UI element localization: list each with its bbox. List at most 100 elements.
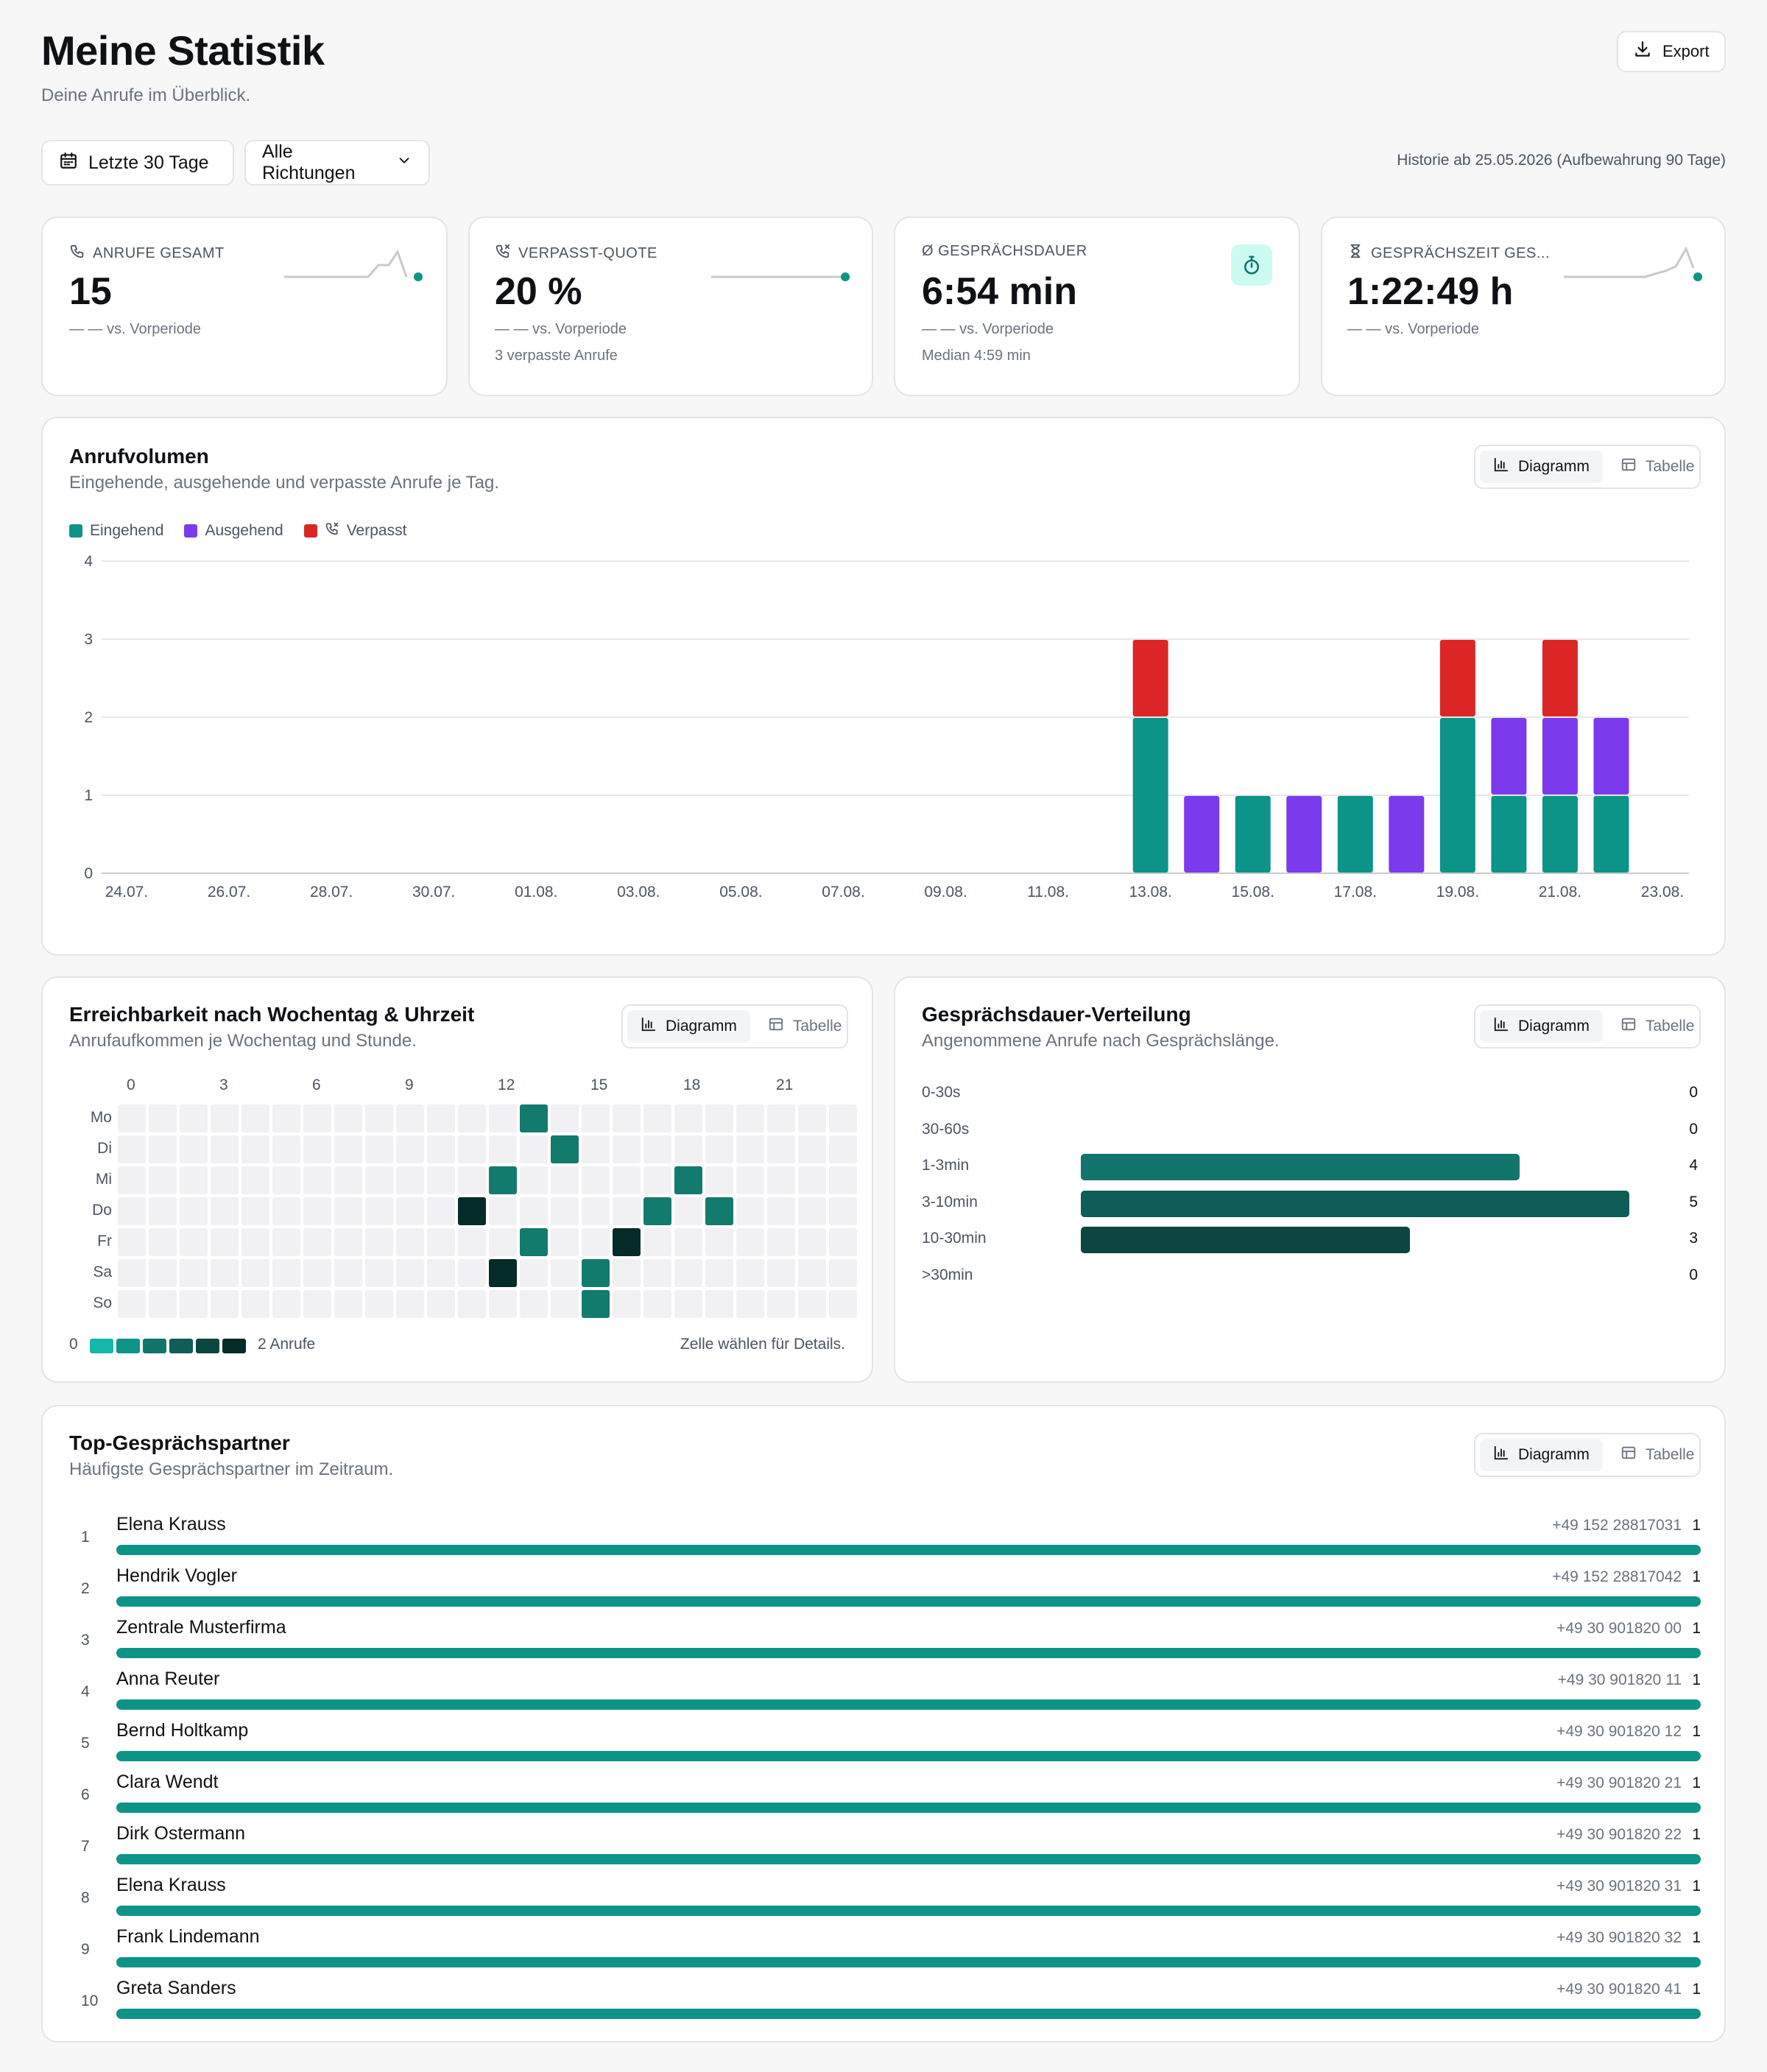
heatmap-cell[interactable] [489,1259,517,1287]
heatmap-cell[interactable] [180,1197,208,1225]
heatmap-cell[interactable] [427,1228,455,1256]
heatmap-cell[interactable] [365,1259,393,1287]
heatmap-cell[interactable] [458,1104,486,1132]
heatmap-cell[interactable] [643,1259,671,1287]
heatmap-cell[interactable] [551,1228,579,1256]
heatmap-cell[interactable] [458,1166,486,1194]
heatmap-cell[interactable] [396,1166,424,1194]
heatmap-cell[interactable] [272,1197,300,1225]
tab-table[interactable]: Tabelle [1607,451,1708,483]
heatmap-cell[interactable] [520,1104,548,1132]
bucket-bar[interactable] [1081,1190,1629,1217]
heatmap-cell[interactable] [520,1197,548,1225]
heatmap-cell[interactable] [736,1166,764,1194]
bar-ausgehend[interactable] [1542,718,1578,794]
heatmap-cell[interactable] [149,1166,177,1194]
heatmap-cell[interactable] [149,1290,177,1318]
heatmap-cell[interactable] [180,1104,208,1132]
heatmap-cell[interactable] [365,1197,393,1225]
heatmap-cell[interactable] [674,1197,702,1225]
heatmap-cell[interactable] [520,1166,548,1194]
bar-verpasst[interactable] [1132,640,1168,716]
partner-row[interactable]: 5 Bernd Holtkamp +49 30 901820 12 1 [81,1720,1701,1772]
heatmap-cell[interactable] [303,1166,331,1194]
partner-row[interactable]: 3 Zentrale Musterfirma +49 30 901820 00 1 [81,1617,1701,1668]
heatmap-cell[interactable] [489,1290,517,1318]
heatmap-cell[interactable] [396,1259,424,1287]
heatmap-cell[interactable] [272,1104,300,1132]
heatmap-cell[interactable] [211,1166,239,1194]
tab-table[interactable]: Tabelle [755,1010,856,1043]
heatmap-cell[interactable] [643,1135,671,1163]
bar-eingehend[interactable] [1439,718,1475,873]
heatmap-cell[interactable] [674,1228,702,1256]
heatmap-cell[interactable] [303,1228,331,1256]
bar-ausgehend[interactable] [1491,718,1527,794]
heatmap-cell[interactable] [829,1197,857,1225]
heatmap-cell[interactable] [798,1135,826,1163]
partner-row[interactable]: 4 Anna Reuter +49 30 901820 11 1 [81,1668,1701,1720]
heatmap-cell[interactable] [211,1290,239,1318]
heatmap-cell[interactable] [149,1228,177,1256]
heatmap-cell[interactable] [396,1197,424,1225]
direction-select[interactable]: Alle Richtungen [244,140,430,186]
bucket-bar[interactable] [1081,1227,1410,1253]
heatmap-cell[interactable] [643,1197,671,1225]
heatmap-cell[interactable] [334,1259,362,1287]
heatmap-cell[interactable] [303,1197,331,1225]
heatmap-cell[interactable] [736,1290,764,1318]
heatmap-cell[interactable] [241,1104,269,1132]
heatmap-cell[interactable] [180,1290,208,1318]
heatmap-cell[interactable] [551,1259,579,1287]
heatmap-cell[interactable] [582,1259,610,1287]
heatmap-cell[interactable] [427,1135,455,1163]
export-button[interactable]: Export [1617,31,1726,72]
heatmap-cell[interactable] [458,1259,486,1287]
bar-ausgehend[interactable] [1593,718,1629,794]
heatmap-cell[interactable] [643,1166,671,1194]
partner-row[interactable]: 2 Hendrik Vogler +49 152 28817042 1 [81,1565,1701,1617]
tab-diagram[interactable]: Diagramm [1480,1439,1603,1471]
heatmap-cell[interactable] [551,1290,579,1318]
partner-row[interactable]: 8 Elena Krauss +49 30 901820 31 1 [81,1875,1701,1926]
partner-row[interactable]: 9 Frank Lindemann +49 30 901820 32 1 [81,1926,1701,1978]
heatmap-cell[interactable] [551,1104,579,1132]
bar-verpasst[interactable] [1542,640,1578,716]
heatmap-cell[interactable] [365,1104,393,1132]
heatmap-cell[interactable] [334,1197,362,1225]
heatmap-cell[interactable] [520,1135,548,1163]
heatmap-cell[interactable] [180,1135,208,1163]
heatmap-cell[interactable] [582,1228,610,1256]
heatmap-cell[interactable] [211,1259,239,1287]
heatmap-cell[interactable] [272,1259,300,1287]
heatmap-cell[interactable] [705,1197,733,1225]
heatmap-cell[interactable] [582,1290,610,1318]
heatmap-cell[interactable] [613,1104,641,1132]
heatmap-cell[interactable] [643,1290,671,1318]
heatmap-cell[interactable] [365,1228,393,1256]
heatmap-cell[interactable] [334,1228,362,1256]
heatmap-cell[interactable] [118,1104,146,1132]
bar-eingehend[interactable] [1593,796,1629,873]
heatmap-cell[interactable] [613,1259,641,1287]
heatmap-cell[interactable] [427,1290,455,1318]
heatmap-cell[interactable] [551,1135,579,1163]
heatmap-cell[interactable] [118,1228,146,1256]
heatmap-cell[interactable] [272,1166,300,1194]
heatmap-cell[interactable] [736,1228,764,1256]
heatmap-cell[interactable] [829,1259,857,1287]
partner-row[interactable]: 10 Greta Sanders +49 30 901820 41 1 [81,1978,1701,2029]
heatmap-cell[interactable] [396,1228,424,1256]
heatmap-cell[interactable] [427,1166,455,1194]
heatmap-cell[interactable] [643,1104,671,1132]
heatmap-cell[interactable] [613,1197,641,1225]
heatmap-cell[interactable] [149,1104,177,1132]
heatmap-cell[interactable] [211,1228,239,1256]
heatmap-cell[interactable] [365,1135,393,1163]
heatmap-cell[interactable] [705,1135,733,1163]
heatmap-cell[interactable] [241,1135,269,1163]
heatmap-cell[interactable] [118,1166,146,1194]
heatmap-cell[interactable] [241,1259,269,1287]
heatmap-cell[interactable] [334,1135,362,1163]
heatmap-cell[interactable] [396,1104,424,1132]
